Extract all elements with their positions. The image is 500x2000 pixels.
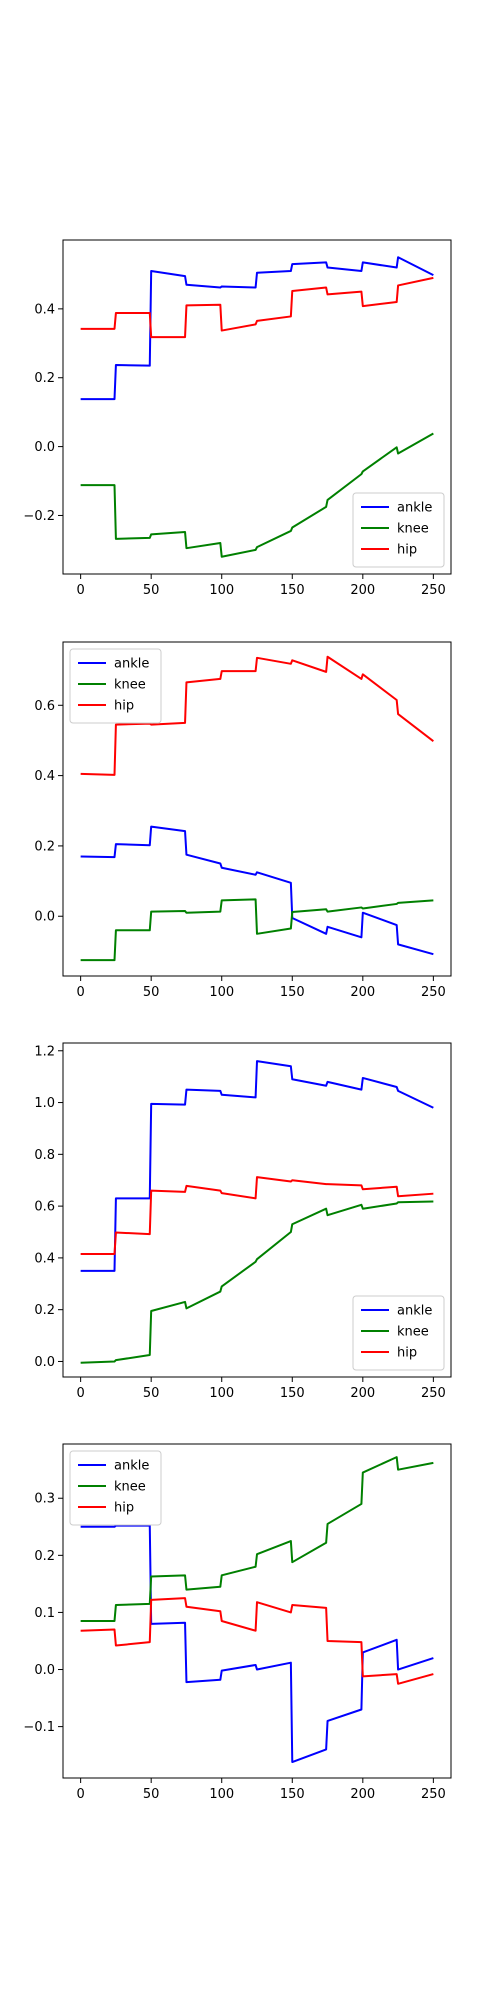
y-tick-label: 0.2 <box>34 839 55 854</box>
x-tick-label: 150 <box>280 1787 305 1802</box>
x-tick-label: 50 <box>143 583 160 598</box>
x-tick-label: 200 <box>350 985 375 1000</box>
x-tick-label: 150 <box>280 1386 305 1401</box>
y-tick-label: 0.0 <box>34 910 55 925</box>
series-line-ankle <box>81 1061 434 1271</box>
y-tick-label: 0.0 <box>34 440 55 455</box>
y-tick-label: 0.0 <box>34 1663 55 1678</box>
y-tick-label: 0.2 <box>34 1549 55 1564</box>
y-tick-label: 0.2 <box>34 1303 55 1318</box>
x-tick-label: 200 <box>350 1787 375 1802</box>
x-tick-label: 150 <box>280 583 305 598</box>
chart-panel-1: 0 50 100 150 200 250 −0.2 0.0 0.2 0.4 ankle knee hip <box>23 240 451 598</box>
legend: ankle knee hip <box>70 649 161 723</box>
x-tick-label: 50 <box>143 1787 160 1802</box>
legend: ankle knee hip <box>353 493 444 567</box>
y-tick-label: 0.1 <box>34 1606 55 1621</box>
y-tick-label: 1.0 <box>34 1096 55 1111</box>
y-tick-label: −0.1 <box>23 1720 55 1735</box>
x-tick-label: 100 <box>209 1386 234 1401</box>
series-line-hip <box>81 278 434 337</box>
x-tick-label: 250 <box>421 583 446 598</box>
series-line-ankle <box>81 257 434 399</box>
x-tick-label: 250 <box>421 1787 446 1802</box>
y-tick-label: 1.2 <box>34 1044 55 1059</box>
legend-label-knee: knee <box>114 678 146 693</box>
legend-label-ankle: ankle <box>397 1304 432 1319</box>
x-tick-label: 150 <box>280 985 305 1000</box>
x-tick-label: 250 <box>421 985 446 1000</box>
y-tick-label: 0.4 <box>34 769 55 784</box>
x-tick-label: 100 <box>209 985 234 1000</box>
legend-label-knee: knee <box>397 522 429 537</box>
legend-label-ankle: ankle <box>114 1459 149 1474</box>
y-tick-label: 0.6 <box>34 699 55 714</box>
x-tick-label: 100 <box>209 1787 234 1802</box>
x-tick-label: 250 <box>421 1386 446 1401</box>
y-tick-label: 0.3 <box>34 1492 55 1507</box>
legend-label-knee: knee <box>397 1325 429 1340</box>
y-tick-label: 0.2 <box>34 371 55 386</box>
series-line-hip <box>81 1177 434 1254</box>
legend-label-ankle: ankle <box>114 657 149 672</box>
series-line-hip <box>81 1598 434 1684</box>
legend: ankle knee hip <box>353 1296 444 1370</box>
x-tick-label: 0 <box>76 985 84 1000</box>
series-line-knee <box>81 899 434 960</box>
x-tick-label: 50 <box>143 985 160 1000</box>
x-tick-label: 100 <box>209 583 234 598</box>
x-tick-label: 0 <box>76 1386 84 1401</box>
y-tick-label: −0.2 <box>23 509 55 524</box>
legend-label-ankle: ankle <box>397 501 432 516</box>
chart-panel-4: 0 50 100 150 200 250 −0.1 0.0 0.1 0.2 0.3 ankle knee… <box>23 1444 451 1802</box>
legend-label-knee: knee <box>114 1480 146 1495</box>
y-tick-label: 0.6 <box>34 1200 55 1215</box>
legend-label-hip: hip <box>114 699 134 714</box>
y-tick-label: 0.4 <box>34 302 55 317</box>
legend-label-hip: hip <box>397 1346 417 1361</box>
legend-label-hip: hip <box>114 1501 134 1516</box>
legend: ankle knee hip <box>70 1451 161 1525</box>
x-tick-label: 50 <box>143 1386 160 1401</box>
chart-panel-3: 0 50 100 150 200 250 0.0 0.2 0.4 0.6 0.8 1.0 1.2 ankl… <box>34 1043 451 1401</box>
x-tick-label: 0 <box>76 1787 84 1802</box>
series-line-ankle <box>81 827 434 955</box>
chart-panel-2: 0 50 100 150 200 250 0.0 0.2 0.4 0.6 ankle knee hip <box>34 642 451 1000</box>
y-tick-label: 0.0 <box>34 1355 55 1370</box>
legend-label-hip: hip <box>397 543 417 558</box>
x-tick-label: 0 <box>76 583 84 598</box>
y-tick-label: 0.8 <box>34 1148 55 1163</box>
x-tick-label: 200 <box>350 583 375 598</box>
x-tick-label: 200 <box>350 1386 375 1401</box>
y-tick-label: 0.4 <box>34 1251 55 1266</box>
